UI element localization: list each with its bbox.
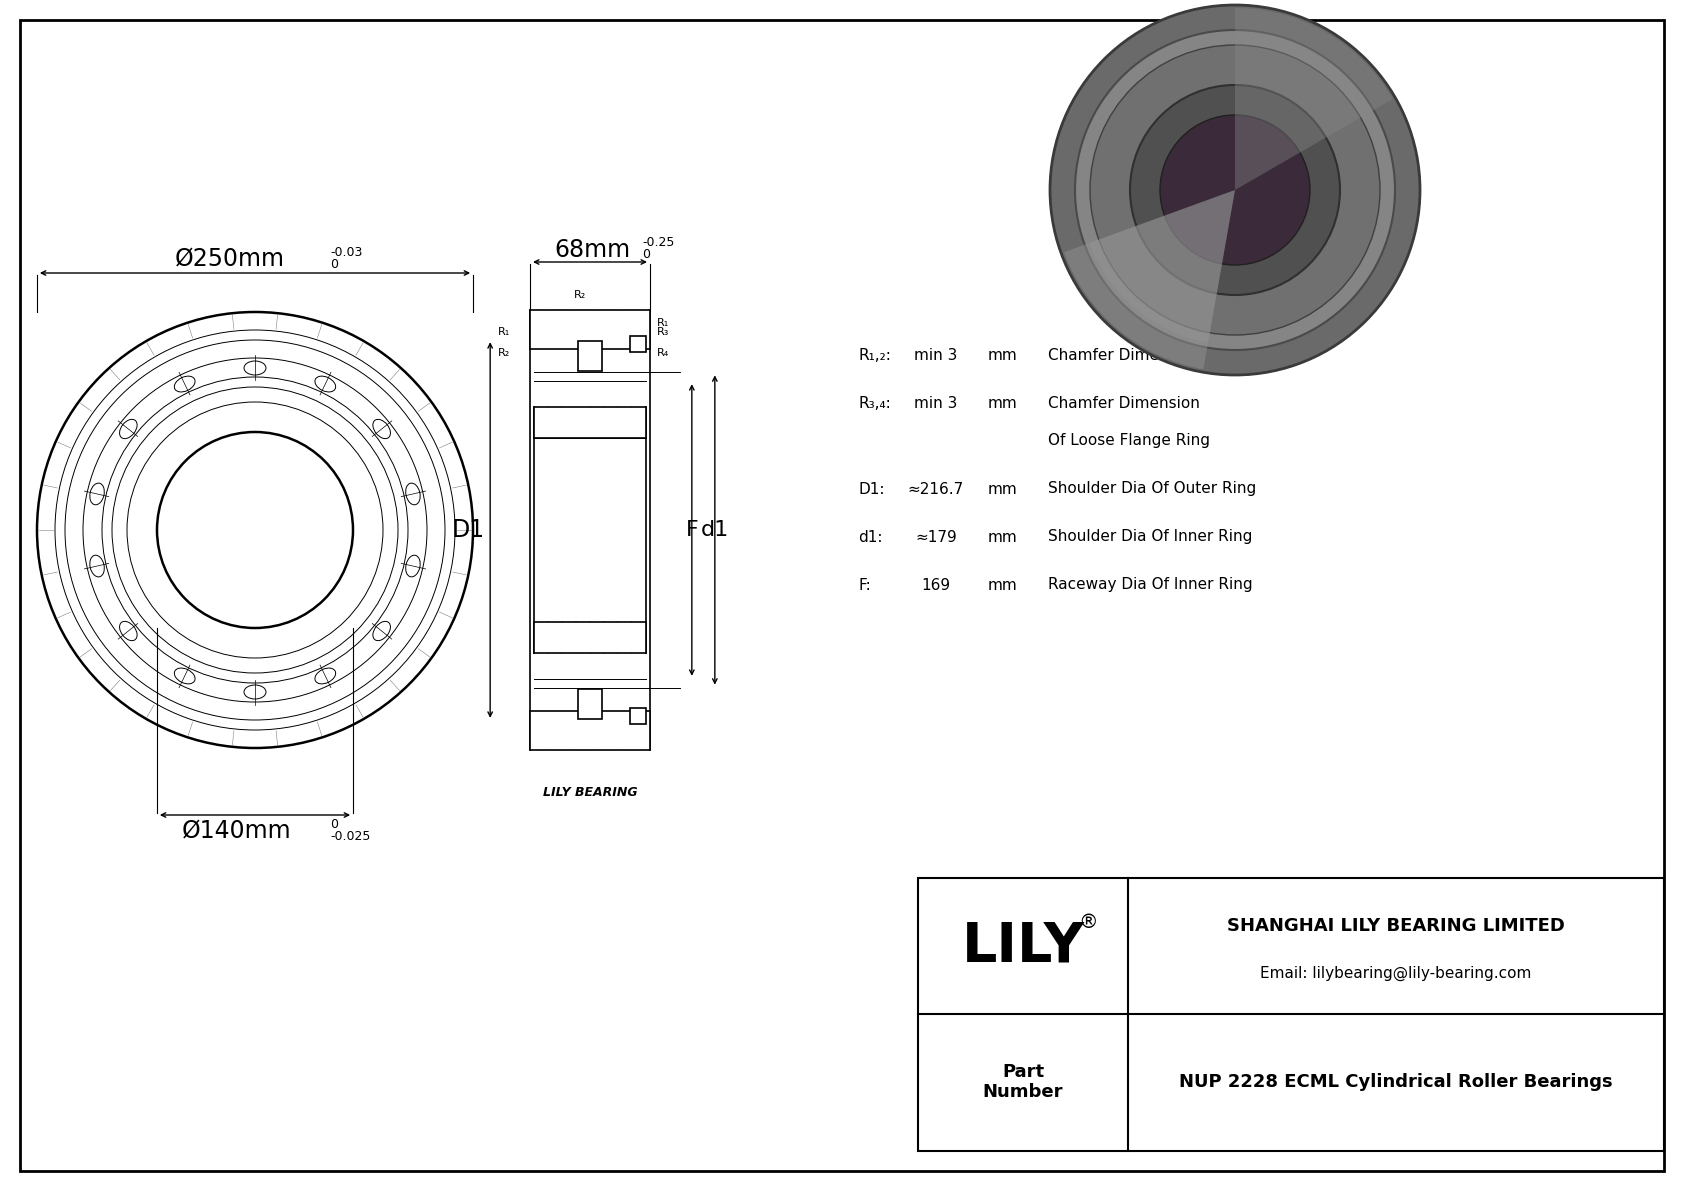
Text: 0: 0 bbox=[330, 258, 338, 272]
Text: NUP 2228 ECML Cylindrical Roller Bearings: NUP 2228 ECML Cylindrical Roller Bearing… bbox=[1179, 1073, 1613, 1091]
Text: mm: mm bbox=[989, 530, 1017, 544]
Text: D1: D1 bbox=[451, 518, 485, 542]
Text: Email: lilybearing@lily-bearing.com: Email: lilybearing@lily-bearing.com bbox=[1260, 966, 1532, 980]
Bar bbox=[530, 310, 650, 349]
Text: R₁: R₁ bbox=[498, 328, 510, 337]
Text: min 3: min 3 bbox=[914, 348, 958, 362]
Text: 169: 169 bbox=[921, 578, 950, 592]
Text: ≈216.7: ≈216.7 bbox=[908, 481, 965, 497]
Bar bbox=[630, 709, 647, 724]
Circle shape bbox=[1074, 30, 1394, 350]
Text: Shoulder Dia Of Inner Ring: Shoulder Dia Of Inner Ring bbox=[1047, 530, 1253, 544]
Bar bbox=[534, 622, 647, 653]
Bar bbox=[630, 336, 647, 351]
Text: ®: ® bbox=[1078, 913, 1098, 933]
Text: d1:: d1: bbox=[859, 530, 882, 544]
Text: Raceway Dia Of Inner Ring: Raceway Dia Of Inner Ring bbox=[1047, 578, 1253, 592]
Text: R₃,₄:: R₃,₄: bbox=[859, 395, 891, 411]
Bar bbox=[530, 711, 650, 750]
Bar bbox=[918, 878, 1664, 1151]
Text: 0: 0 bbox=[330, 817, 338, 830]
Text: -0.025: -0.025 bbox=[330, 829, 370, 842]
Text: d1: d1 bbox=[701, 520, 729, 540]
Text: Shoulder Dia Of Outer Ring: Shoulder Dia Of Outer Ring bbox=[1047, 481, 1256, 497]
Text: R₂: R₂ bbox=[498, 348, 510, 358]
Text: F: F bbox=[685, 520, 699, 540]
Text: Of Loose Flange Ring: Of Loose Flange Ring bbox=[1047, 434, 1211, 449]
Bar bbox=[578, 341, 601, 370]
Circle shape bbox=[1130, 85, 1340, 295]
Text: R₁,₂:: R₁,₂: bbox=[859, 348, 891, 362]
Text: min 3: min 3 bbox=[914, 395, 958, 411]
Text: mm: mm bbox=[989, 481, 1017, 497]
Text: mm: mm bbox=[989, 578, 1017, 592]
Wedge shape bbox=[1234, 8, 1393, 191]
Text: D1:: D1: bbox=[859, 481, 884, 497]
Text: LILY: LILY bbox=[962, 919, 1084, 973]
Bar bbox=[578, 690, 601, 719]
Text: R₃: R₃ bbox=[657, 328, 669, 337]
Text: Chamfer Dimension: Chamfer Dimension bbox=[1047, 348, 1201, 362]
Text: -0.03: -0.03 bbox=[330, 247, 362, 260]
Circle shape bbox=[1160, 116, 1310, 266]
Text: mm: mm bbox=[989, 348, 1017, 362]
Text: 0: 0 bbox=[642, 249, 650, 262]
Circle shape bbox=[1051, 5, 1420, 375]
Text: Ø140mm: Ø140mm bbox=[182, 818, 291, 842]
Bar bbox=[534, 407, 647, 438]
Text: R₂: R₂ bbox=[574, 289, 586, 300]
Text: Ø250mm: Ø250mm bbox=[175, 247, 285, 272]
Circle shape bbox=[1090, 45, 1379, 335]
Text: LILY BEARING: LILY BEARING bbox=[542, 786, 637, 798]
Text: mm: mm bbox=[989, 395, 1017, 411]
Text: Part
Number: Part Number bbox=[983, 1062, 1063, 1102]
Text: ≈179: ≈179 bbox=[914, 530, 957, 544]
Wedge shape bbox=[1064, 191, 1234, 369]
Text: R₄: R₄ bbox=[657, 348, 669, 358]
Text: -0.25: -0.25 bbox=[642, 237, 674, 249]
Text: Chamfer Dimension: Chamfer Dimension bbox=[1047, 395, 1201, 411]
Text: R₁: R₁ bbox=[657, 318, 669, 328]
Text: SHANGHAI LILY BEARING LIMITED: SHANGHAI LILY BEARING LIMITED bbox=[1228, 917, 1564, 935]
Text: F:: F: bbox=[859, 578, 871, 592]
Wedge shape bbox=[1090, 191, 1234, 343]
Text: 68mm: 68mm bbox=[554, 238, 630, 262]
